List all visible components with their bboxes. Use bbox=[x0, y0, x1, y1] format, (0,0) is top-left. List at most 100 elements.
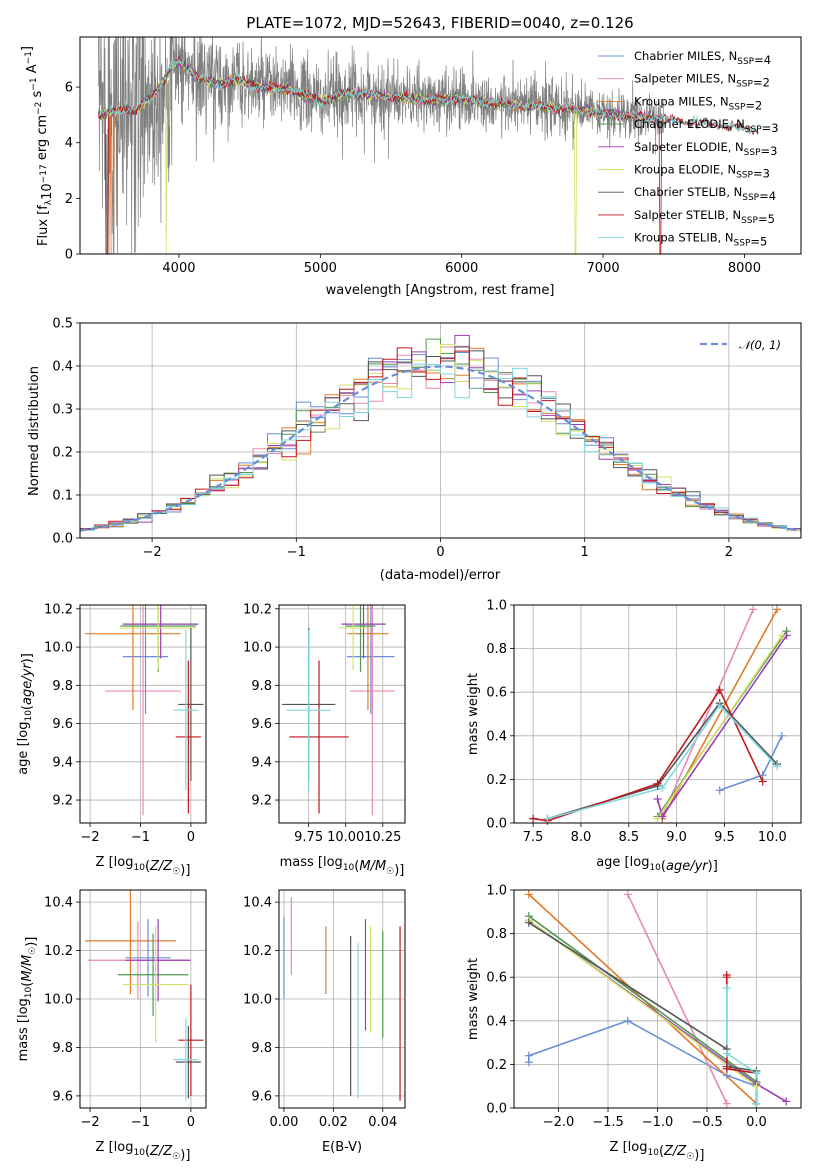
legend-label: Kroupa ELODIE, NSSP=3 bbox=[634, 163, 770, 181]
y-tick-label: 0.0 bbox=[486, 817, 507, 832]
x-tick-label: 9.5 bbox=[714, 830, 735, 845]
y-tick-label: 10.2 bbox=[44, 602, 73, 617]
x-tick-label: −2 bbox=[143, 545, 162, 560]
marker-kroupa-stelib bbox=[543, 814, 552, 823]
x-axis-label: age [log10(age/yr)] bbox=[596, 855, 718, 874]
legend-label: Salpeter MILES, NSSP=2 bbox=[634, 72, 770, 90]
axes-age_vs_mass: 9.75 10.00 10.25 9.2 9.4 9.6 9.8 10.0 10.2 mass [… bbox=[243, 602, 406, 878]
y-tick-label: 9.6 bbox=[251, 1089, 272, 1104]
series-line-chabrier-miles bbox=[527, 1019, 757, 1087]
y-tick-label: 9.6 bbox=[251, 717, 272, 732]
x-tick-label: 0 bbox=[187, 1115, 195, 1130]
plot-area-residuals bbox=[80, 334, 801, 532]
marker-salpeter-stelib bbox=[715, 686, 724, 695]
y-tick-label: 0.4 bbox=[52, 360, 73, 375]
legend-label: Chabrier MILES, NSSP=4 bbox=[634, 49, 771, 67]
y-tick-label: 4 bbox=[65, 136, 73, 151]
marker-kroupa-elodie bbox=[777, 631, 786, 640]
x-tick-label: −1 bbox=[131, 1115, 150, 1130]
x-axis-label: E(B-V) bbox=[322, 1140, 362, 1155]
x-tick-label: 8.5 bbox=[618, 830, 639, 845]
series-line-chabrier-elodie bbox=[528, 915, 757, 1083]
y-tick-label: 0.2 bbox=[486, 773, 507, 788]
x-tick-label: −2.0 bbox=[543, 1115, 575, 1130]
y-tick-label: 9.2 bbox=[52, 794, 73, 809]
model-line-kroupa-stelib bbox=[98, 58, 759, 134]
y-tick-label: 2 bbox=[65, 192, 73, 207]
x-tick-label: 0.04 bbox=[368, 1115, 397, 1130]
y-tick-label: 9.8 bbox=[251, 1041, 272, 1056]
marker-salpeter-stelib bbox=[722, 1064, 731, 1073]
marker-salpeter-elodie bbox=[658, 812, 667, 821]
x-tick-label: 0.00 bbox=[269, 1115, 298, 1130]
marker-chabrier-miles bbox=[777, 731, 786, 740]
marker-kroupa-miles bbox=[524, 890, 533, 899]
y-tick-label: 9.2 bbox=[251, 794, 272, 809]
y-tick-label: 1.0 bbox=[486, 884, 507, 899]
marker-kroupa-elodie bbox=[752, 1082, 761, 1091]
marker-chabrier-stelib bbox=[524, 918, 533, 927]
y-axis-label: mass [log10(M/M☉)] bbox=[16, 937, 39, 1062]
legend-label: Kroupa STELIB, NSSP=5 bbox=[634, 231, 767, 249]
y-tick-label: 9.4 bbox=[52, 755, 73, 770]
y-tick-label: 9.6 bbox=[52, 717, 73, 732]
plot-area-weight_vs_age bbox=[532, 609, 788, 822]
marker-salpeter-elodie bbox=[782, 1097, 791, 1106]
y-axis-label: mass weight bbox=[466, 673, 481, 755]
x-tick-label: 7000 bbox=[587, 261, 620, 276]
axes-frame bbox=[79, 889, 207, 1109]
y-tick-label: 10.0 bbox=[243, 641, 272, 656]
marker-salpeter-stelib bbox=[722, 973, 731, 982]
y-tick-label: 10.4 bbox=[243, 896, 272, 911]
y-tick-label: 9.8 bbox=[52, 679, 73, 694]
x-axis-label: Z [log10(Z/Z☉)] bbox=[96, 1140, 191, 1163]
x-tick-label: −1.0 bbox=[642, 1115, 674, 1130]
x-axis-label: mass [log10(M/M☉)] bbox=[280, 855, 405, 878]
x-tick-label: 8000 bbox=[728, 261, 761, 276]
x-tick-label: 0 bbox=[436, 545, 444, 560]
x-tick-label: 10.0 bbox=[758, 830, 787, 845]
axes-frame bbox=[79, 36, 802, 255]
y-tick-label: 10.4 bbox=[44, 896, 73, 911]
y-tick-label: 0.2 bbox=[52, 446, 73, 461]
axes-frame bbox=[278, 889, 406, 1109]
x-tick-label: 8.0 bbox=[571, 830, 592, 845]
y-tick-label: 0.1 bbox=[52, 489, 73, 504]
y-tick-label: 6 bbox=[65, 81, 73, 96]
x-tick-label: −1 bbox=[287, 545, 306, 560]
series-line-kroupa-stelib bbox=[725, 988, 758, 1104]
x-tick-label: −0.5 bbox=[691, 1115, 723, 1130]
spectrum-data-line bbox=[98, 37, 665, 254]
y-axis-label: Flux [fλ10−17 erg cm−2 s−1 A−1] bbox=[20, 46, 55, 246]
y-tick-label: 9.4 bbox=[251, 755, 272, 770]
x-tick-label: 10.25 bbox=[364, 830, 401, 845]
x-tick-label: 10.00 bbox=[327, 830, 364, 845]
marker-kroupa-stelib bbox=[722, 984, 731, 993]
marker-salpeter-stelib bbox=[758, 777, 767, 786]
marker-kroupa-stelib bbox=[722, 1049, 731, 1058]
plot-area-age_vs_mass bbox=[281, 605, 395, 816]
x-tick-label: −2 bbox=[80, 1115, 99, 1130]
axes-frame bbox=[79, 322, 802, 539]
marker-kroupa-stelib bbox=[773, 762, 782, 771]
axes-weight_vs_Z: −2.0 −1.5 −1.0 −0.5 0.0 0.0 0.2 0.4 0.6 0.8 1.0 Z [… bbox=[466, 884, 802, 1163]
model-line-salpeter-stelib bbox=[98, 56, 759, 254]
series-line-salpeter-miles bbox=[661, 609, 754, 817]
y-tick-label: 0.8 bbox=[486, 642, 507, 657]
legend-label: Kroupa MILES, NSSP=2 bbox=[634, 94, 762, 112]
normal-curve bbox=[80, 365, 801, 532]
marker-kroupa-elodie bbox=[653, 814, 662, 823]
plot-area-mass_vs_ebv bbox=[283, 897, 401, 1101]
marker-chabrier-miles bbox=[524, 1051, 533, 1060]
y-tick-label: 0.8 bbox=[486, 927, 507, 942]
x-axis-label: Z [log10(Z/Z☉)] bbox=[610, 1140, 705, 1163]
axes-mass_vs_Z: −2 −1 0 9.6 9.8 10.0 10.2 10.4 Z [log10(Z/Z☉)] ma… bbox=[16, 889, 207, 1163]
series-line-kroupa-stelib bbox=[547, 704, 778, 820]
y-tick-label: 0 bbox=[65, 248, 73, 263]
series-line-salpeter-miles bbox=[627, 894, 728, 1104]
x-tick-label: 7.5 bbox=[523, 830, 544, 845]
series-line-chabrier-stelib bbox=[528, 922, 758, 1104]
x-tick-label: 0 bbox=[187, 830, 195, 845]
y-tick-label: 0.6 bbox=[486, 686, 507, 701]
